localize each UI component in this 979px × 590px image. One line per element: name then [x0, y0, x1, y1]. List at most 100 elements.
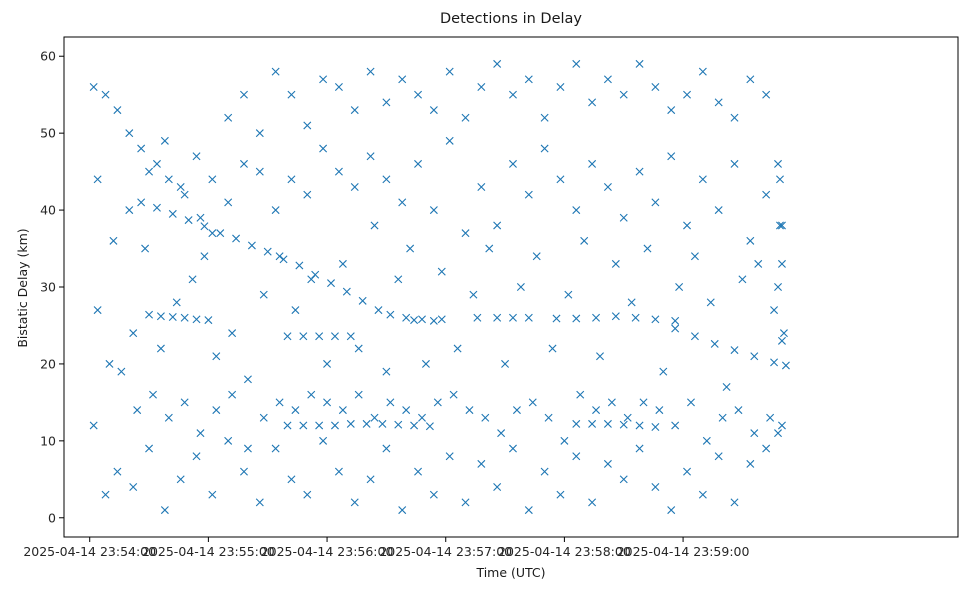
data-point-clutter-171 [651, 198, 660, 207]
data-point-clutter-92 [101, 490, 110, 499]
data-point-clutter-49 [141, 244, 150, 253]
data-point-clutter-212 [639, 398, 648, 407]
data-point-clutter-75 [532, 252, 541, 261]
data-point-track-flat-lower-2 [315, 421, 324, 430]
data-point-track-descending-8 [263, 247, 272, 256]
data-point-track-descending-5 [216, 229, 225, 238]
data-point-track-descending-18 [418, 315, 426, 324]
data-point-clutter-100 [224, 436, 233, 445]
data-point-clutter-22 [414, 90, 423, 99]
data-point-clutter-24 [445, 67, 454, 76]
data-point-clutter-119 [524, 506, 533, 515]
y-tick-label: 20 [40, 356, 56, 371]
data-point-clutter-222 [774, 159, 783, 168]
data-point-track-flat-upper-21 [631, 313, 640, 322]
data-point-track-flat-lower-5 [362, 419, 371, 428]
data-point-clutter-79 [596, 352, 604, 361]
data-point-clutter-0 [89, 83, 98, 91]
data-point-clutter-159 [461, 229, 470, 238]
data-point-clutter-196 [386, 398, 395, 407]
data-point-clutter-161 [493, 221, 502, 230]
data-point-track-flat-lower-0 [283, 421, 292, 430]
data-point-clutter-166 [572, 206, 581, 215]
data-point-clutter-124 [603, 459, 612, 468]
data-point-clutter-217 [718, 413, 727, 422]
data-point-clutter-142 [192, 152, 201, 161]
data-point-track-descending-19 [429, 316, 438, 325]
data-point-clutter-20 [382, 98, 391, 107]
data-point-track-flat-upper-0 [145, 310, 154, 319]
data-point-track-descending-13 [342, 287, 351, 296]
data-point-track-flat-lower-14 [635, 421, 644, 430]
data-point-track-flat-upper-1 [156, 312, 165, 321]
data-point-clutter-8 [196, 213, 205, 222]
data-point-track-flat-lower-6 [378, 419, 387, 428]
data-point-clutter-98 [192, 452, 201, 461]
data-point-clutter-88 [738, 275, 747, 284]
data-point-clutter-5 [152, 159, 161, 168]
data-point-clutter-66 [394, 275, 403, 284]
data-point-clutter-146 [255, 167, 264, 176]
data-point-clutter-122 [572, 452, 581, 461]
data-point-clutter-213 [655, 406, 664, 415]
data-point-clutter-83 [659, 367, 668, 376]
data-point-clutter-139 [145, 167, 154, 176]
data-point-clutter-21 [398, 75, 407, 84]
data-point-clutter-84 [675, 283, 684, 291]
data-point-clutter-39 [683, 90, 692, 99]
data-point-clutter-97 [176, 475, 185, 484]
data-point-clutter-186 [228, 390, 237, 399]
data-point-clutter-195 [370, 413, 379, 422]
data-point-clutter-56 [243, 375, 252, 384]
data-point-clutter-68 [421, 359, 430, 368]
data-point-clutter-216 [702, 436, 711, 445]
data-point-clutter-112 [414, 467, 423, 476]
data-point-clutter-13 [271, 67, 280, 76]
data-point-track-flat-upper-11 [410, 316, 419, 325]
data-point-clutter-227 [779, 329, 788, 338]
data-point-clutter-103 [271, 444, 280, 453]
data-point-clutter-104 [287, 475, 296, 484]
data-point-clutter-78 [580, 236, 589, 245]
data-point-clutter-226 [777, 336, 786, 345]
data-point-clutter-211 [623, 413, 632, 422]
data-point-clutter-74 [516, 283, 525, 291]
data-point-clutter-70 [453, 344, 462, 353]
y-tick-label: 30 [40, 280, 56, 295]
data-point-clutter-143 [208, 175, 217, 184]
data-point-track-flat-upper-9 [330, 332, 339, 341]
data-point-clutter-201 [465, 406, 474, 415]
data-point-clutter-45 [93, 306, 102, 315]
data-point-clutter-110 [382, 444, 391, 453]
y-tick-label: 10 [40, 433, 56, 448]
data-point-clutter-106 [319, 436, 328, 445]
data-point-clutter-6 [164, 175, 173, 184]
data-point-clutter-177 [746, 236, 755, 245]
data-point-clutter-120 [540, 467, 549, 476]
data-point-track-flat-upper-15 [508, 313, 517, 322]
data-point-track-descending-1 [152, 203, 161, 212]
data-point-track-descending-9 [279, 255, 288, 264]
data-point-track-flat-lower-15 [651, 423, 660, 431]
data-point-clutter-126 [635, 444, 644, 453]
data-point-clutter-190 [291, 406, 300, 415]
data-point-clutter-89 [754, 259, 763, 268]
data-point-clutter-91 [89, 421, 98, 430]
data-point-clutter-221 [774, 283, 783, 291]
y-tick-label: 0 [48, 510, 56, 525]
data-point-clutter-134 [762, 444, 771, 453]
data-point-clutter-93 [113, 467, 122, 476]
data-point-clutter-150 [319, 144, 328, 153]
data-point-clutter-156 [414, 159, 423, 168]
data-point-clutter-174 [698, 175, 707, 184]
data-point-clutter-165 [556, 175, 565, 184]
data-point-clutter-145 [239, 159, 248, 168]
data-point-clutter-62 [338, 259, 347, 268]
data-point-clutter-114 [445, 452, 454, 461]
data-point-track-rising-late-2 [710, 339, 719, 348]
x-tick-label: 2025-04-14 23:55:00 [142, 544, 275, 559]
data-point-clutter-28 [508, 90, 517, 99]
data-point-clutter-215 [686, 398, 695, 407]
data-point-clutter-64 [370, 221, 379, 230]
